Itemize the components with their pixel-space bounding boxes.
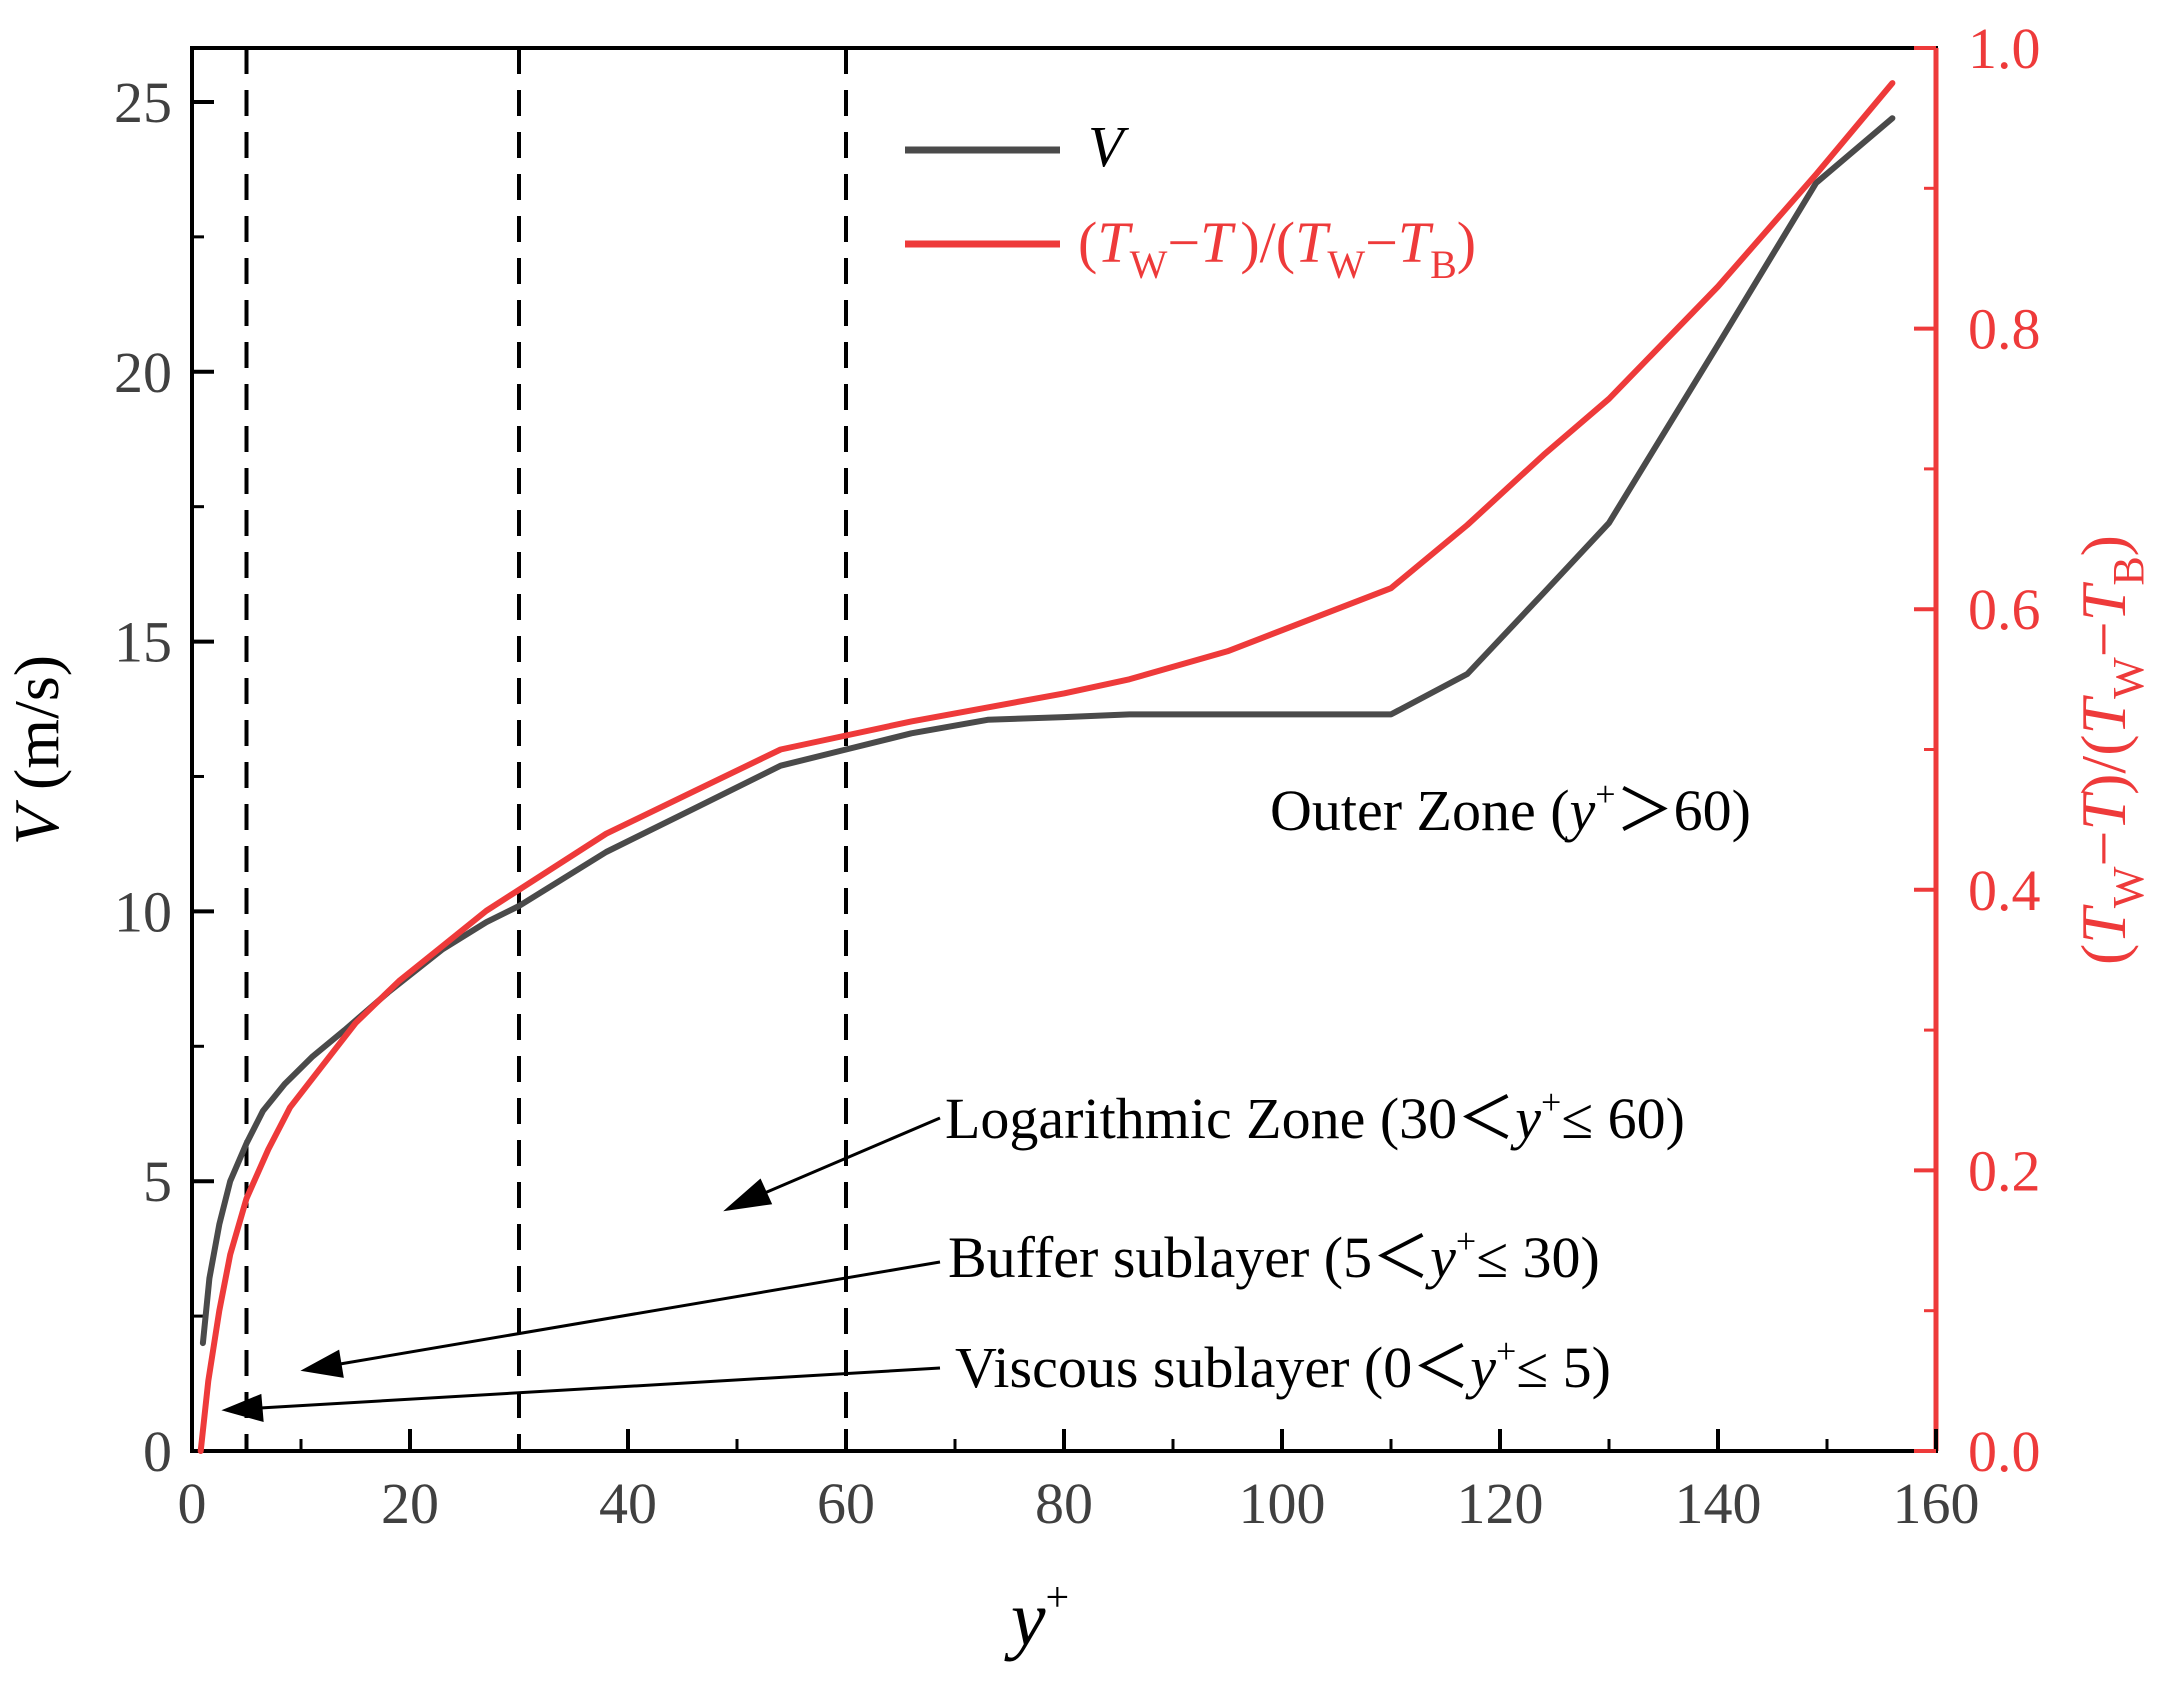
y-tick-label-5: 25: [114, 70, 172, 135]
y2-tick-label-3: 0.6: [1968, 577, 2041, 642]
annotation-logarithmic-zone: Logarithmic Zone (30＜y+≤ 60): [945, 1082, 1685, 1151]
zone-dividers: [244, 48, 848, 1451]
x-tick-label-1: 20: [381, 1471, 439, 1536]
y-tick-label-2: 10: [114, 879, 172, 944]
axis-ticks: 0 20 40 60 80 100 120 140 160 0 5 10 15 20 25 0.0 0.2 0.4…: [114, 16, 2041, 1536]
legend-label-velocity: V: [1088, 114, 1130, 179]
legend-label-temperature: (TW−T)/(TW−TB): [1078, 210, 1476, 287]
y2-tick-label-5: 1.0: [1968, 16, 2041, 81]
series-line-velocity: [199, 115, 1896, 1347]
x-tick-label-8: 160: [1893, 1471, 1980, 1536]
y-tick-label-4: 20: [114, 340, 172, 405]
arrow-buffer-line: [339, 1260, 941, 1366]
x-tick-label-7: 140: [1675, 1471, 1762, 1536]
annotation-outer-zone: Outer Zone (y+＞60): [1270, 774, 1751, 843]
x-tick-label-6: 120: [1457, 1471, 1544, 1536]
series-layer: [197, 80, 1896, 1454]
y-axis-title: V (m/s): [1, 655, 72, 845]
annotation-buffer-sublayer: Buffer sublayer (5＜y+≤ 30): [948, 1221, 1600, 1290]
annotation-arrows: [221, 1116, 941, 1423]
arrow-viscous-line: [259, 1366, 941, 1410]
arrow-logarithmic-line: [759, 1116, 941, 1197]
x-tick-label-0: 0: [178, 1471, 207, 1536]
legend: V (TW−T)/(TW−TB): [905, 114, 1476, 287]
arrow-viscous-head: [221, 1393, 264, 1423]
y-tick-label-0: 0: [143, 1419, 172, 1484]
x-tick-label-2: 40: [599, 1471, 657, 1536]
y2-tick-label-1: 0.2: [1968, 1138, 2041, 1203]
series-line-temperature: [197, 80, 1896, 1454]
y2-axis-title: (TW−T)/(TW−TB): [2068, 535, 2153, 965]
x-tick-label-3: 60: [817, 1471, 875, 1536]
y-tick-label-1: 5: [143, 1149, 172, 1214]
y2-tick-label-4: 0.8: [1968, 297, 2041, 362]
x-tick-label-4: 80: [1035, 1471, 1093, 1536]
annotation-viscous-sublayer: Viscous sublayer (0＜y+≤ 5): [955, 1331, 1611, 1400]
arrow-logarithmic-head: [723, 1178, 773, 1212]
y2-tick-label-0: 0.0: [1968, 1419, 2041, 1484]
x-tick-label-5: 100: [1239, 1471, 1326, 1536]
x-axis-title: y+: [1004, 1575, 1069, 1662]
y2-tick-label-2: 0.4: [1968, 858, 2041, 923]
arrow-buffer-head: [300, 1349, 344, 1378]
y-tick-label-3: 15: [114, 610, 172, 675]
